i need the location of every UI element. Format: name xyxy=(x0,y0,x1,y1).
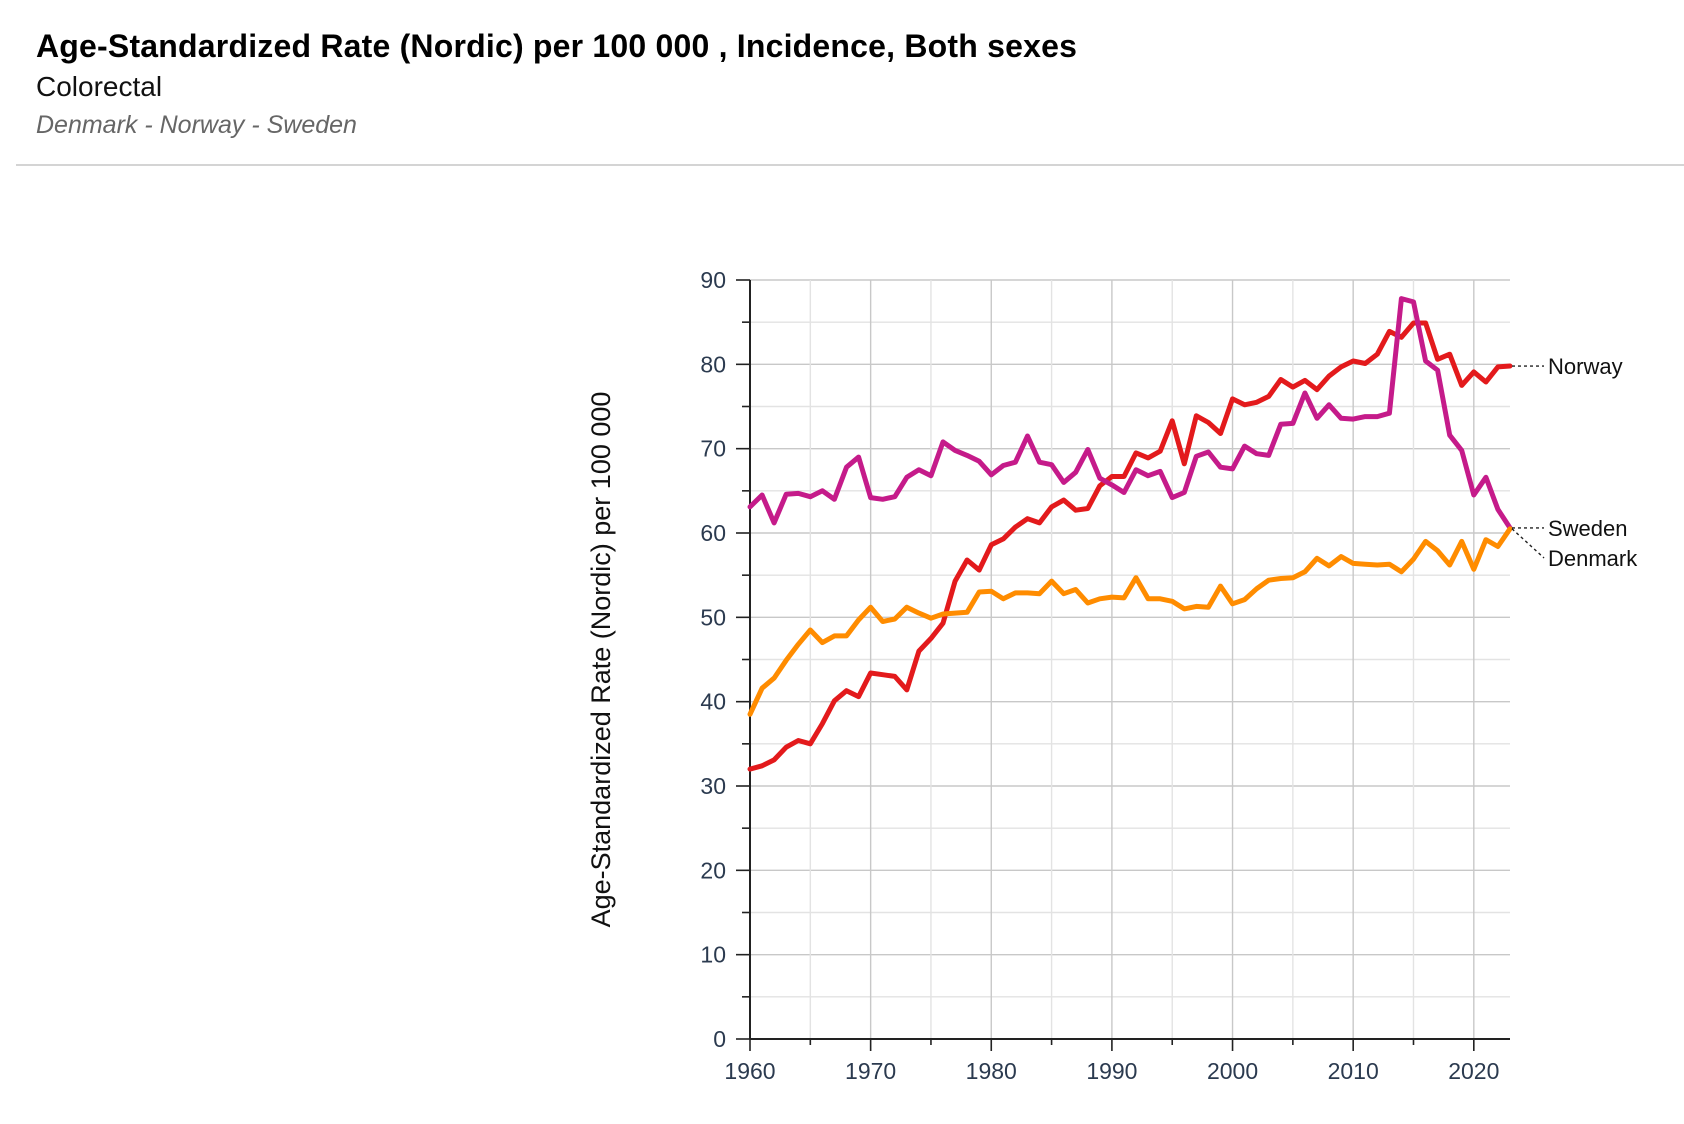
x-tick-label: 1970 xyxy=(845,1058,896,1084)
chart-title: Age-Standardized Rate (Nordic) per 100 0… xyxy=(36,28,1078,64)
chart-header: Age-Standardized Rate (Nordic) per 100 0… xyxy=(36,28,1684,140)
series-label-sweden: Sweden xyxy=(1548,516,1628,541)
x-tick-label: 1980 xyxy=(966,1058,1017,1084)
country-list: Denmark - Norway - Sweden xyxy=(36,111,357,139)
series-labels: Norway Sweden Denmark xyxy=(1511,354,1638,571)
series-lines xyxy=(747,296,1513,772)
chart-subtitle: Colorectal xyxy=(36,71,163,102)
y-tick-label: 10 xyxy=(700,942,726,968)
y-tick-label: 30 xyxy=(700,773,726,799)
axes: 0 10 20 30 40 50 60 70 80 90 1960 1970 1980 1990 2000 2… xyxy=(586,267,1510,1084)
series-label-norway: Norway xyxy=(1548,354,1623,379)
y-tick-label: 20 xyxy=(700,857,726,883)
grid xyxy=(750,279,1510,1040)
series-line-norway xyxy=(747,320,1513,772)
y-tick-label: 50 xyxy=(700,604,726,630)
series-line-denmark xyxy=(747,526,1513,717)
x-tick-label: 2010 xyxy=(1328,1058,1379,1084)
y-tick-label: 60 xyxy=(700,520,726,546)
series-line-sweden xyxy=(747,296,1513,531)
y-tick-label: 40 xyxy=(700,689,726,715)
header-divider xyxy=(16,164,1684,166)
y-tick-label: 80 xyxy=(700,351,726,377)
x-tick-label: 1960 xyxy=(724,1058,775,1084)
y-tick-label: 90 xyxy=(700,267,726,293)
series-label-denmark: Denmark xyxy=(1548,546,1638,571)
x-tick-label: 2000 xyxy=(1207,1058,1258,1084)
y-tick-label: 0 xyxy=(713,1026,726,1052)
label-leader xyxy=(1511,528,1545,559)
x-tick-label: 2020 xyxy=(1448,1058,1499,1084)
x-tick-label: 1990 xyxy=(1086,1058,1137,1084)
y-axis-title: Age-Standardized Rate (Nordic) per 100 0… xyxy=(586,392,616,928)
y-tick-label: 70 xyxy=(700,436,726,462)
